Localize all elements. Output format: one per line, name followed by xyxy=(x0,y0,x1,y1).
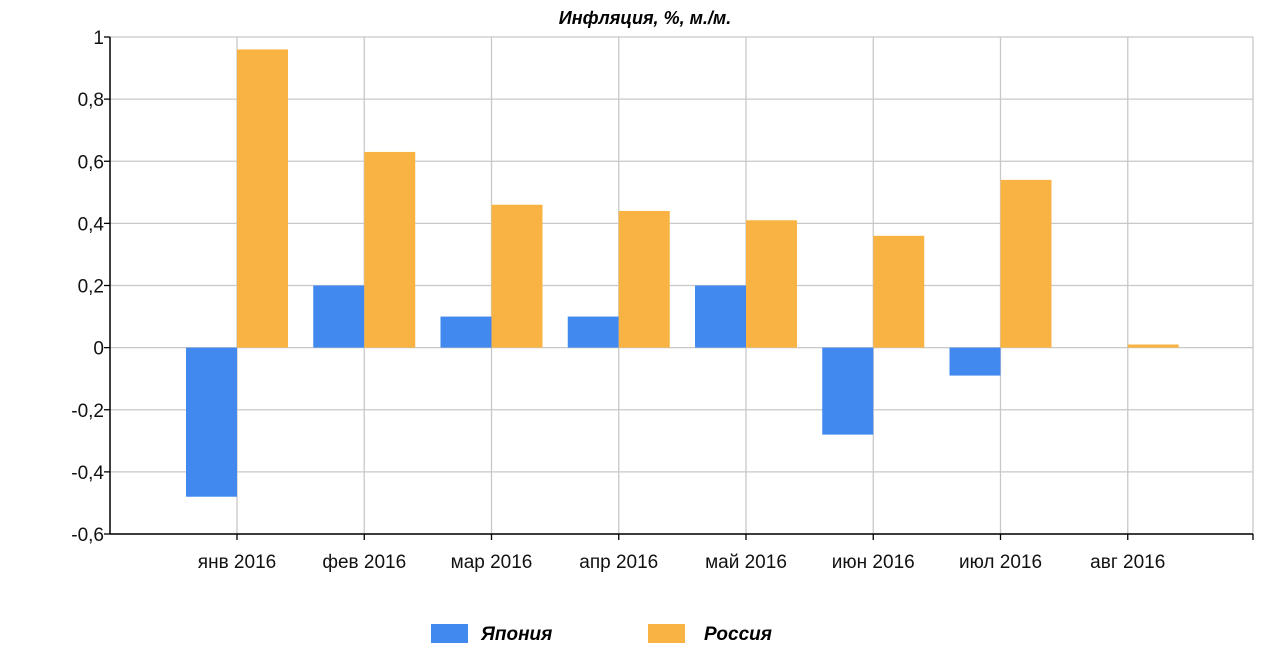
x-tick-label: май 2016 xyxy=(705,552,787,573)
bar-japan xyxy=(313,285,365,348)
y-tick-label: -0,6 xyxy=(71,525,104,546)
y-tick-label: 0,6 xyxy=(78,152,104,173)
x-tick-label: апр 2016 xyxy=(579,552,658,573)
axes: 1 0,8 0,6 0,4 0,2 0 -0,2 -0,4 -0,6 янв 2016 фев 20… xyxy=(71,28,1254,573)
x-tick-label: июл 2016 xyxy=(959,552,1042,573)
y-tick-label: 0,2 xyxy=(78,277,104,298)
bars xyxy=(186,49,1179,497)
bar-russia xyxy=(364,151,416,348)
bar-russia xyxy=(1127,344,1179,348)
bar-russia xyxy=(746,220,797,348)
bar-japan xyxy=(186,347,237,497)
legend-label: Япония xyxy=(480,624,552,645)
bar-japan xyxy=(949,347,1001,376)
legend-swatch xyxy=(648,624,685,643)
y-tick-label: 0 xyxy=(93,339,104,360)
y-tick-label: 1 xyxy=(93,28,104,49)
bar-russia xyxy=(1000,179,1052,348)
y-tick-label: -0,2 xyxy=(71,401,104,422)
bar-japan xyxy=(695,285,746,348)
bar-russia xyxy=(491,204,543,348)
bar-japan xyxy=(567,316,619,348)
y-tick-label: -0,4 xyxy=(71,463,104,484)
y-tick-label: 0,8 xyxy=(78,90,104,111)
bar-russia xyxy=(237,49,288,348)
chart-title: Инфляция, %, м./м. xyxy=(559,8,731,28)
legend-swatch xyxy=(431,624,468,643)
x-tick-label: фев 2016 xyxy=(322,552,406,573)
legend: Япония Россия xyxy=(431,624,772,645)
legend-label: Россия xyxy=(704,624,772,645)
bar-russia xyxy=(618,210,670,348)
y-tick-label: 0,4 xyxy=(78,214,105,235)
x-tick-label: янв 2016 xyxy=(198,552,276,573)
bar-japan xyxy=(822,347,874,435)
x-tick-label: авг 2016 xyxy=(1090,552,1165,573)
x-tick-label: июн 2016 xyxy=(832,552,915,573)
bar-japan xyxy=(440,316,492,348)
x-tick-label: мар 2016 xyxy=(451,552,533,573)
bar-russia xyxy=(873,235,925,348)
